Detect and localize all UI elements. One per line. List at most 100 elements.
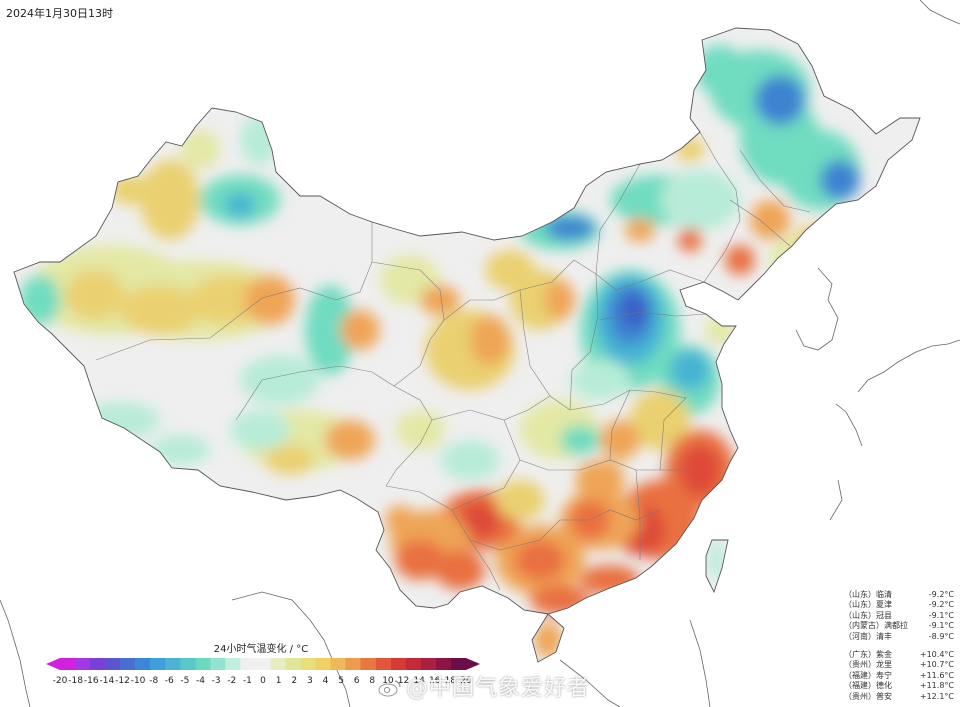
largest-rises-list: （广东）紫金 +10.4°C （贵州）龙里 +10.7°C （福建）寿宁 +11.6°C （… — [844, 650, 954, 702]
temperature-patch — [820, 160, 860, 200]
temperature-patch — [80, 402, 160, 438]
station-row: （内蒙古）满都拉 -9.1°C — [844, 621, 954, 631]
temperature-patch — [770, 235, 830, 285]
temperature-patch — [750, 200, 790, 240]
legend-tick: 1 — [275, 676, 282, 686]
temperature-patch — [575, 460, 625, 500]
legend-colorbar — [46, 658, 480, 670]
temperature-patch — [660, 170, 740, 230]
station-value: +10.4°C — [919, 650, 954, 660]
temperature-patch — [265, 445, 315, 475]
station-row: （山东）夏津 -9.2°C — [844, 600, 954, 610]
temperature-patch — [470, 315, 510, 365]
station-value: +10.7°C — [919, 660, 954, 670]
station-name: （山东）夏津 — [844, 600, 892, 610]
temperature-patch — [245, 275, 295, 325]
station-name: （河南）清丰 — [844, 631, 892, 641]
station-row: （贵州）普安 +12.1°C — [844, 692, 954, 702]
temperature-patch — [440, 440, 500, 480]
station-value: -9.2°C — [928, 590, 954, 599]
station-name: （福建）寿宁 — [844, 670, 892, 680]
temperature-patch — [230, 410, 290, 450]
station-value: -9.2°C — [928, 600, 954, 610]
legend-arrow-left — [46, 658, 60, 670]
legend-tick: 5 — [338, 676, 344, 686]
temperature-patch — [600, 420, 640, 460]
station-value: +12.1°C — [919, 691, 954, 701]
station-value: +11.8°C — [919, 681, 954, 691]
temperature-patch — [678, 228, 702, 252]
legend-tick: 18 — [444, 676, 457, 686]
legend-tick: 14 — [413, 676, 425, 686]
legend-tick: -10 — [130, 676, 146, 686]
station-value: -9.1°C — [928, 610, 954, 620]
legend-ticks: -20 -18 -16 -14 -12 -10 -8 -6 -5 -4 -3 -2 -1 0 1 2 3 4 5 6 8… — [53, 676, 472, 688]
legend-tick: -18 — [68, 676, 83, 686]
legend-tick: 8 — [369, 676, 376, 686]
temperature-patch — [305, 285, 355, 375]
temperature-patch — [534, 622, 562, 658]
temperature-patch — [570, 360, 630, 400]
station-row: （贵州）龙里 +10.7°C — [844, 660, 954, 670]
legend-arrow-right — [466, 658, 480, 670]
station-value: +11.6°C — [919, 670, 954, 680]
legend-tick: -1 — [242, 676, 252, 686]
temperature-patch — [545, 216, 595, 240]
legend-tick: 0 — [260, 676, 266, 686]
station-value: -9.1°C — [928, 621, 954, 631]
legend-tick: 10 — [382, 676, 394, 686]
temperature-patch — [20, 275, 60, 325]
temperature-patch — [120, 285, 200, 335]
temperature-patch — [140, 160, 200, 240]
temperature-patch — [515, 540, 565, 580]
temperature-patch — [625, 218, 655, 242]
temperature-patch — [695, 45, 745, 95]
temperature-patch — [385, 505, 415, 535]
weibo-logo-icon — [378, 680, 401, 697]
legend-tick: -3 — [211, 676, 221, 686]
temperature-patch — [435, 550, 485, 590]
temperature-patch — [65, 270, 125, 320]
temperature-patch — [340, 310, 380, 350]
temperature-patch — [680, 445, 720, 495]
legend-title: 24小时气温变化 / °C — [213, 644, 309, 655]
legend-tick: -16 — [83, 676, 99, 686]
temperature-patch — [560, 425, 600, 455]
temperature-patch — [725, 245, 755, 275]
legend-tick: -5 — [180, 676, 190, 686]
legend-tick: -2 — [227, 676, 237, 686]
station-row: （山东）冠县 -9.1°C — [844, 611, 954, 621]
temperature-patch — [395, 540, 445, 580]
legend-tick: 20 — [460, 676, 472, 686]
temperature-patch — [795, 225, 825, 255]
legend-tick: -14 — [99, 676, 115, 686]
temperature-patch — [495, 480, 545, 520]
station-row: （山东）临清 -9.2°C — [844, 590, 954, 600]
legend-tick: 2 — [291, 676, 298, 686]
temperature-patch — [485, 250, 535, 290]
legend-tick: 4 — [322, 676, 329, 686]
legend-tick: -6 — [164, 676, 174, 686]
legend-tick: 16 — [429, 676, 441, 686]
legend-tick: -4 — [196, 676, 206, 686]
temperature-patch — [621, 292, 649, 328]
legend-tick: 6 — [353, 676, 360, 686]
station-row: （河南）清丰 -8.9°C — [844, 632, 954, 642]
station-name: （贵州）龙里 — [844, 660, 892, 670]
watermark: @中国气象爱好者 — [378, 670, 590, 702]
temperature-patch — [755, 75, 805, 125]
country-outline — [13, 27, 921, 663]
temperature-patch — [630, 390, 690, 450]
station-name: （山东）冠县 — [844, 610, 892, 620]
legend: 24小时气温变化 / °C -2 0 -18 -16 -14 -1 2 -10 -8 -6 -5 -4… — [46, 638, 486, 698]
station-row: （广东）紫金 +10.4°C — [844, 650, 954, 660]
station-name: （内蒙古）满都拉 — [844, 621, 908, 631]
legend-tick: -8 — [149, 676, 159, 686]
temperature-patch — [545, 280, 575, 320]
province-borders — [95, 131, 811, 591]
temperature-patch — [708, 540, 724, 580]
temperature-patch — [460, 502, 500, 538]
watermark-text: @中国气象爱好者 — [406, 676, 591, 701]
